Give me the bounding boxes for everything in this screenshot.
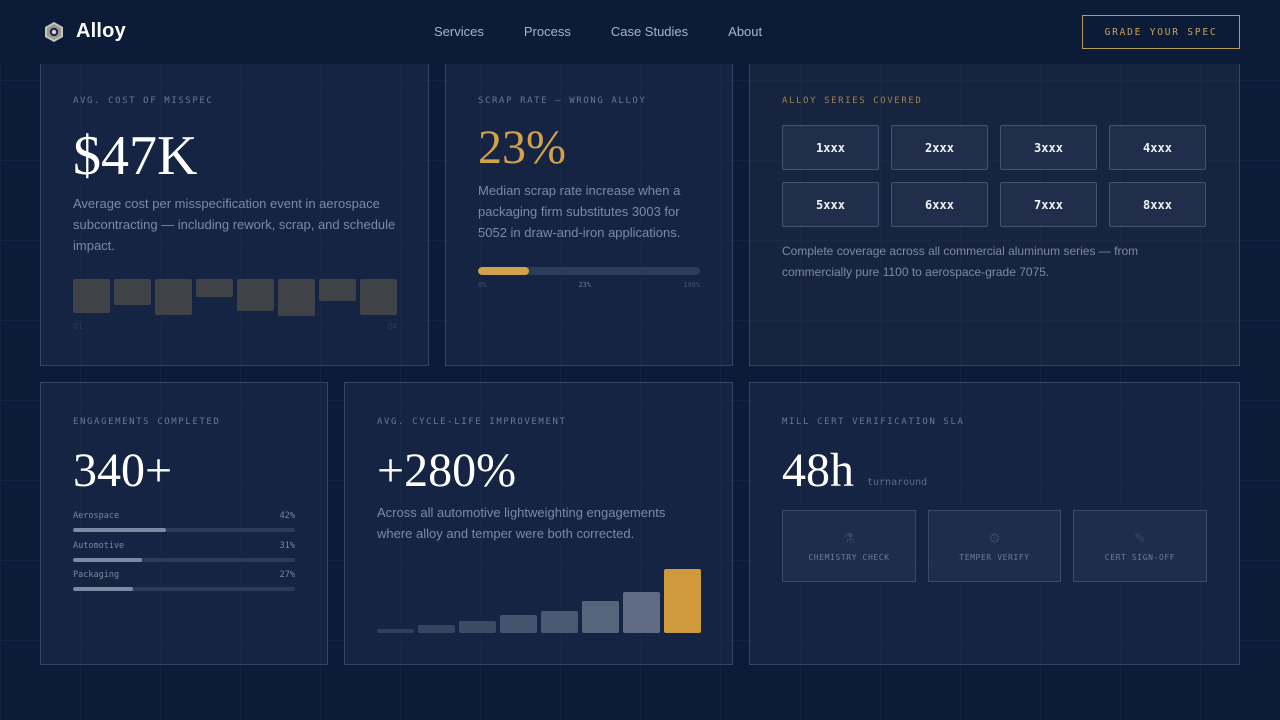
card-label: AVG. CYCLE-LIFE IMPROVEMENT	[377, 417, 567, 427]
engagements-card: ENGAGEMENTS COMPLETED 340+ Aerospace 42%…	[40, 382, 328, 665]
chart-bar	[73, 279, 110, 313]
series-chip-5xxx[interactable]: 5xxx	[782, 182, 879, 227]
scrap-description: Median scrap rate increase when a packag…	[478, 183, 681, 240]
sector-packaging: Packaging 27%	[73, 570, 295, 591]
series-chip-6xxx[interactable]: 6xxx	[891, 182, 988, 227]
scale-min: 0%	[478, 281, 487, 289]
axis-start-label: Q1	[73, 322, 83, 331]
mill-cert-card: MILL CERT VERIFICATION SLA 48h turnaroun…	[749, 382, 1240, 665]
brand-name: Alloy	[76, 20, 126, 42]
sector-automotive: Automotive 31%	[73, 541, 295, 562]
chart-bar	[500, 615, 537, 633]
engagements-value: 340+	[73, 444, 173, 497]
scrap-rate-card: SCRAP RATE — WRONG ALLOY 23% Median scra…	[445, 64, 733, 366]
sector-bar-fill	[73, 558, 142, 562]
axis-end-label: Q4	[387, 322, 397, 331]
pen-icon: ✎	[1134, 529, 1146, 546]
grade-your-spec-button[interactable]: GRADE YOUR SPEC	[1082, 15, 1240, 49]
chart-bar	[377, 629, 414, 633]
series-chip-4xxx[interactable]: 4xxx	[1109, 125, 1206, 170]
series-chip-7xxx[interactable]: 7xxx	[1000, 182, 1097, 227]
series-chip-3xxx[interactable]: 3xxx	[1000, 125, 1097, 170]
sector-bar	[73, 528, 295, 532]
chart-bar	[155, 279, 192, 315]
sla-value: 48h	[782, 444, 854, 497]
flask-icon: ⚗	[842, 529, 856, 546]
alloy-series-card: ALLOY SERIES COVERED 1xxx 2xxx 3xxx 4xxx…	[749, 64, 1240, 366]
card-label: AVG. COST OF MISSPEC	[73, 96, 214, 106]
cycle-life-bar-chart	[377, 568, 701, 633]
series-description: Complete coverage across all commercial …	[782, 244, 1139, 279]
brand-logo[interactable]: Alloy	[44, 20, 126, 43]
nav-about[interactable]: About	[728, 24, 763, 39]
cycle-life-card: AVG. CYCLE-LIFE IMPROVEMENT +280% Across…	[344, 382, 733, 665]
chart-bar	[623, 592, 660, 633]
misspec-cost-value: $47K	[73, 125, 198, 187]
series-chip-1xxx[interactable]: 1xxx	[782, 125, 879, 170]
chart-bar	[196, 279, 233, 297]
scale-marker: 23%	[578, 281, 592, 289]
main-nav: Services Process Case Studies About	[434, 24, 762, 39]
misspec-cost-card: AVG. COST OF MISSPEC $47K Average cost p…	[40, 64, 429, 366]
sector-bar	[73, 558, 295, 562]
chart-bar	[582, 601, 619, 633]
cycle-life-value: +280%	[377, 444, 517, 497]
progress-scale: 0% 23% 100%	[478, 281, 700, 289]
misspec-bar-chart	[73, 279, 397, 319]
chart-bar	[278, 279, 315, 316]
card-label: MILL CERT VERIFICATION SLA	[782, 417, 965, 427]
step-temper-verify[interactable]: ⚙ TEMPER VERIFY	[928, 510, 1061, 582]
nav-services[interactable]: Services	[434, 24, 484, 39]
sector-bar-fill	[73, 587, 133, 591]
gear-icon: ⚙	[988, 529, 1001, 546]
step-label: CHEMISTRY CHECK	[808, 552, 890, 562]
site-header: Alloy Services Process Case Studies Abou…	[0, 0, 1280, 64]
sector-percent: 27%	[279, 570, 295, 580]
scrap-progress-fill	[478, 267, 530, 275]
chart-bar	[360, 279, 397, 315]
misspec-chart-axis: Q1 Q4	[73, 322, 397, 331]
sector-name: Automotive	[73, 541, 125, 551]
sector-bar	[73, 587, 295, 591]
card-label: ENGAGEMENTS COMPLETED	[73, 417, 221, 427]
sector-name: Aerospace	[73, 511, 120, 521]
sector-bar-fill	[73, 528, 167, 532]
step-label: TEMPER VERIFY	[959, 552, 1030, 562]
hex-nut-icon	[45, 21, 63, 42]
misspec-description: Average cost per misspecification event …	[73, 196, 396, 253]
scrap-progress-bar	[478, 267, 700, 275]
chart-bar	[541, 611, 578, 633]
scale-max: 100%	[683, 281, 700, 289]
step-cert-sign-off[interactable]: ✎ CERT SIGN-OFF	[1073, 510, 1207, 582]
card-label: SCRAP RATE — WRONG ALLOY	[478, 96, 647, 106]
scrap-rate-value: 23%	[478, 121, 566, 174]
series-chip-8xxx[interactable]: 8xxx	[1109, 182, 1206, 227]
series-chip-2xxx[interactable]: 2xxx	[891, 125, 988, 170]
chart-bar	[459, 621, 496, 633]
sector-name: Packaging	[73, 570, 120, 580]
nav-case-studies[interactable]: Case Studies	[610, 24, 689, 39]
chart-bar	[319, 279, 356, 301]
sector-aerospace: Aerospace 42%	[73, 511, 295, 532]
nav-process[interactable]: Process	[523, 24, 571, 39]
verification-steps: ⚗ CHEMISTRY CHECK ⚙ TEMPER VERIFY ✎ CERT…	[782, 510, 1207, 582]
step-chemistry-check[interactable]: ⚗ CHEMISTRY CHECK	[782, 510, 916, 582]
chart-bar	[114, 279, 151, 305]
card-label: ALLOY SERIES COVERED	[782, 96, 923, 106]
sector-percent: 42%	[279, 511, 295, 521]
chart-bar-highlight	[664, 569, 701, 633]
sla-suffix: turnaround	[867, 477, 928, 488]
chart-bar	[418, 625, 455, 633]
sector-percent: 31%	[279, 541, 295, 551]
cycle-life-description: Across all automotive lightweighting eng…	[377, 505, 666, 541]
series-grid: 1xxx 2xxx 3xxx 4xxx 5xxx 6xxx 7xxx 8xxx	[782, 125, 1206, 227]
chart-bar	[237, 279, 274, 311]
step-label: CERT SIGN-OFF	[1104, 552, 1176, 562]
